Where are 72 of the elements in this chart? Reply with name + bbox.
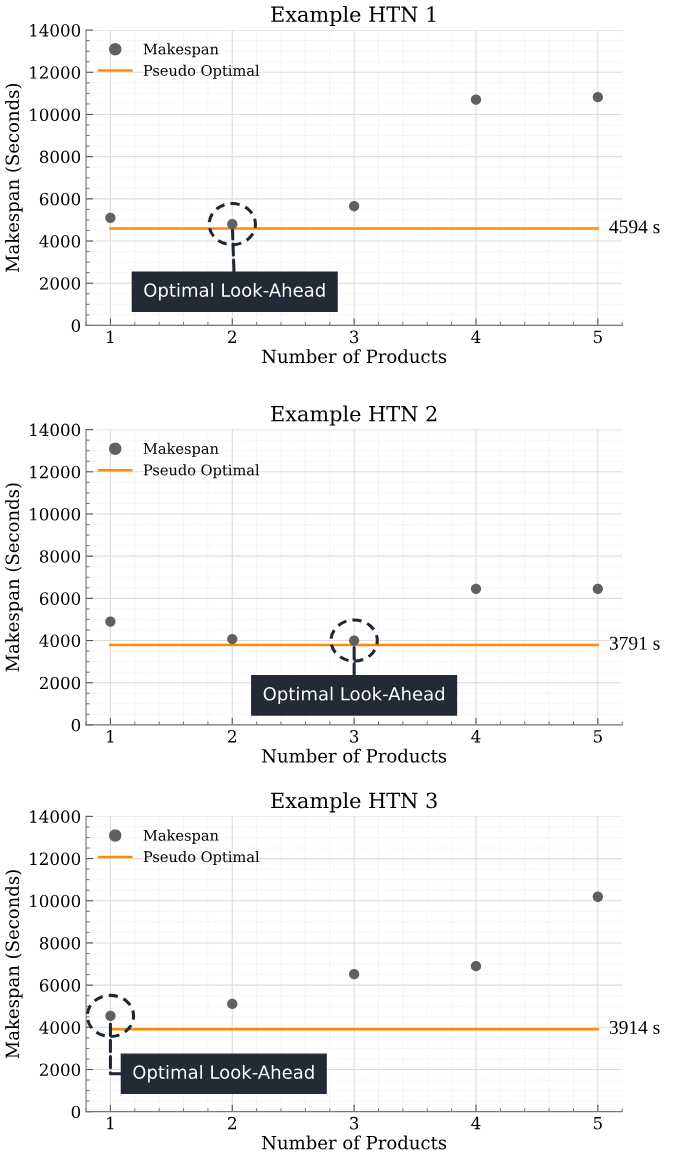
x-axis-title: Number of Products xyxy=(262,349,447,364)
x-tick-label: 3 xyxy=(350,730,359,743)
y-tick-label: 6000 xyxy=(39,592,81,605)
legend-label: Makespan xyxy=(143,829,219,844)
data-label: 3914 s xyxy=(609,1020,660,1034)
point xyxy=(348,969,360,980)
y-tick-label: 0 xyxy=(71,319,81,332)
y-tick-label: 14000 xyxy=(30,24,81,37)
annotation: Optimal Look-Ahead xyxy=(263,686,444,705)
point xyxy=(105,616,116,627)
x-tick-label: 1 xyxy=(107,1116,114,1130)
x-tick-label: 5 xyxy=(593,730,602,743)
chart-title: Example HTN 3 xyxy=(271,792,437,813)
y-tick-label: 10000 xyxy=(30,894,81,908)
x-tick-label: 2 xyxy=(228,730,236,743)
y-tick-label: 12000 xyxy=(30,465,81,479)
legend-label: Makespan xyxy=(143,43,219,58)
legend-label: Pseudo Optimal xyxy=(143,850,260,866)
x-tick-label: 2 xyxy=(228,330,236,343)
x-tick-label: 3 xyxy=(350,330,359,344)
y-axis-title: Makespan (Seconds) xyxy=(5,83,23,273)
x-tick-label: 5 xyxy=(593,330,602,344)
y-axis-title: Makespan (Seconds) xyxy=(5,483,23,672)
y-tick-label: 2000 xyxy=(39,676,81,690)
y-tick-label: 4000 xyxy=(39,1021,81,1034)
annotation: Optimal Look-Ahead xyxy=(144,282,325,301)
y-tick-label: 14000 xyxy=(30,423,81,437)
x-axis-title: Number of Products xyxy=(262,748,447,763)
legend-label: Pseudo Optimal xyxy=(143,64,260,79)
x-tick-label: 5 xyxy=(593,1117,602,1130)
y-tick-label: 6000 xyxy=(39,979,81,992)
x-tick-label: 2 xyxy=(228,1116,236,1130)
y-axis-title: Makespan (Seconds) xyxy=(5,870,23,1059)
chart-title: Example HTN 1 xyxy=(271,5,436,27)
point xyxy=(348,201,360,212)
legend-label: Pseudo Optimal xyxy=(143,464,260,479)
y-tick-label: 12000 xyxy=(30,66,81,79)
y-tick-label: 0 xyxy=(71,1105,81,1119)
chart-title: Example HTN 2 xyxy=(271,405,437,426)
point xyxy=(470,583,482,595)
annotation: Optimal Look-Ahead xyxy=(133,1064,314,1083)
y-tick-label: 8000 xyxy=(39,550,81,563)
data-label: 3791 s xyxy=(609,636,660,650)
point xyxy=(592,891,603,902)
y-tick-label: 4000 xyxy=(39,634,81,648)
point xyxy=(227,998,238,1010)
x-tick-label: 3 xyxy=(350,1116,359,1130)
y-tick-label: 6000 xyxy=(39,192,81,206)
y-tick-label: 12000 xyxy=(30,852,81,866)
x-axis-title: Number of Products xyxy=(262,1135,447,1150)
point xyxy=(592,583,603,595)
y-tick-label: 2000 xyxy=(39,1063,81,1077)
y-tick-label: 8000 xyxy=(39,150,81,164)
point xyxy=(592,92,603,103)
x-tick-label: 1 xyxy=(107,730,114,743)
x-tick-label: 1 xyxy=(107,330,114,343)
y-tick-label: 2000 xyxy=(39,277,81,290)
x-tick-label: 4 xyxy=(471,1116,481,1130)
data-label: 4594 s xyxy=(609,220,660,234)
point xyxy=(470,94,482,105)
x-tick-label: 4 xyxy=(471,330,481,343)
y-tick-label: 10000 xyxy=(30,507,81,521)
y-tick-label: 0 xyxy=(71,718,81,732)
y-tick-label: 14000 xyxy=(30,810,81,823)
y-tick-label: 8000 xyxy=(39,936,81,950)
x-tick-label: 4 xyxy=(471,730,481,743)
legend-label: Makespan xyxy=(143,442,219,457)
point xyxy=(470,960,482,972)
point xyxy=(227,633,238,645)
y-tick-label: 10000 xyxy=(30,108,81,122)
point xyxy=(105,212,116,223)
y-tick-label: 4000 xyxy=(39,234,81,248)
